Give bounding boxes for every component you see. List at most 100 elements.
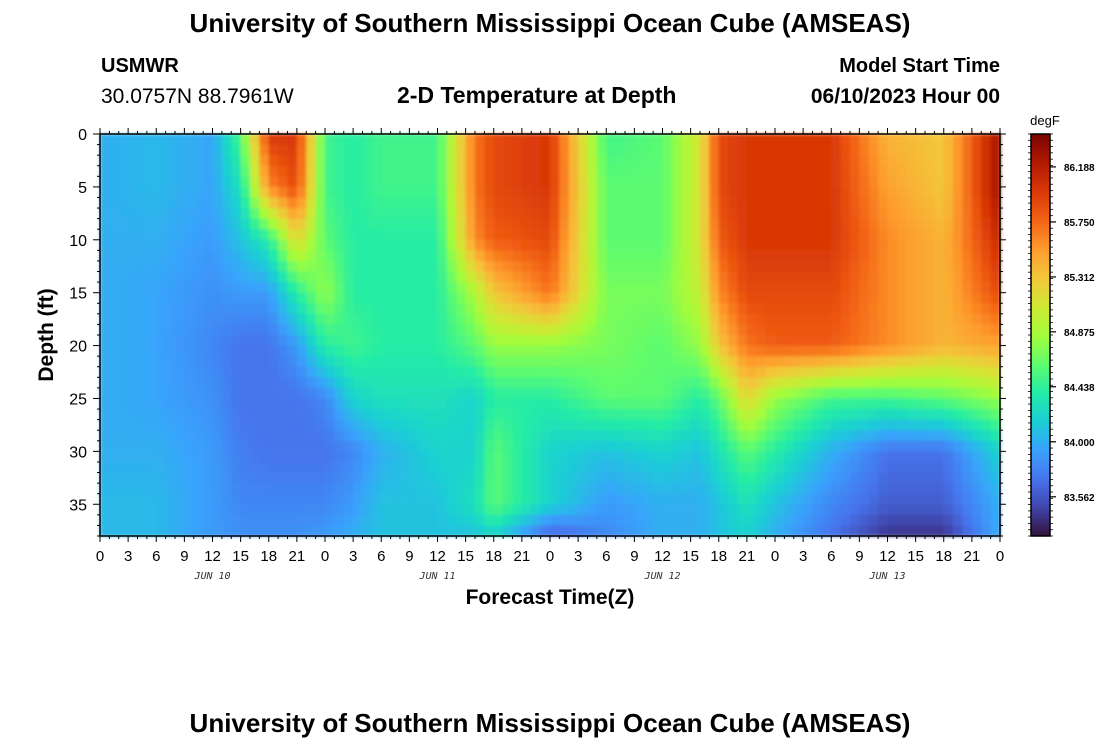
heatmap-cell (850, 345, 860, 357)
heatmap-cell (362, 504, 373, 516)
heatmap-cell (934, 472, 945, 484)
colorbar-tick-label: 85.750 (1064, 218, 1095, 229)
heatmap-cell (709, 451, 720, 463)
heatmap-cell (868, 430, 879, 442)
heatmap-cell (296, 155, 307, 167)
heatmap-cell (203, 504, 214, 516)
heatmap-cell (446, 419, 457, 431)
heatmap-cell (381, 313, 392, 326)
heatmap-cell (484, 313, 495, 326)
heatmap-cell (671, 461, 682, 474)
heatmap-cell (850, 208, 860, 220)
repeated-page-title: University of Southern Mississippi Ocean… (189, 708, 911, 738)
heatmap-cell (568, 155, 579, 167)
heatmap-cell (531, 186, 542, 199)
heatmap-cell (493, 525, 504, 537)
heatmap-cell (446, 186, 457, 199)
heatmap-cell (878, 155, 889, 167)
heatmap-cell (746, 493, 757, 505)
heatmap-cell (615, 514, 626, 527)
heatmap-cell (418, 271, 429, 283)
heatmap-cell (775, 409, 785, 421)
heatmap-cell (596, 134, 607, 146)
heatmap-cell (315, 356, 326, 368)
heatmap-cell (137, 514, 148, 527)
heatmap-cell (268, 345, 279, 357)
heatmap-cell (184, 165, 195, 177)
heatmap-cell (925, 239, 935, 251)
heatmap-cell (184, 409, 195, 421)
heatmap-cell (203, 345, 214, 357)
heatmap-cell (287, 377, 298, 389)
heatmap-cell (437, 514, 448, 527)
heatmap-cell (728, 303, 739, 315)
heatmap-cell (175, 483, 185, 495)
heatmap-cell (662, 292, 673, 304)
heatmap-cell (606, 313, 617, 326)
heatmap-cell (418, 208, 429, 220)
heatmap-cell (943, 292, 954, 304)
heatmap-cell (850, 398, 860, 410)
heatmap-cell (625, 292, 635, 304)
heatmap-cell (550, 493, 560, 505)
heatmap-cell (746, 483, 757, 495)
heatmap-cell (559, 208, 570, 220)
heatmap-cell (840, 239, 851, 251)
heatmap-cell (925, 440, 935, 452)
heatmap-cell (821, 155, 832, 167)
heatmap-cell (278, 165, 289, 177)
heatmap-cell (878, 356, 889, 368)
heatmap-cell (559, 387, 570, 400)
x-tick-label: 0 (771, 548, 779, 565)
heatmap-cell (221, 345, 232, 357)
heatmap-cell (700, 260, 710, 273)
heatmap-cell (334, 271, 345, 283)
heatmap-cell (446, 525, 457, 537)
heatmap-cell (821, 260, 832, 273)
heatmap-cell (446, 451, 457, 463)
heatmap-cell (981, 440, 992, 452)
heatmap-cell (971, 472, 982, 484)
heatmap-cell (278, 313, 289, 326)
heatmap-cell (259, 409, 270, 421)
heatmap-cell (868, 366, 879, 378)
heatmap-cell (184, 356, 195, 368)
heatmap-cell (840, 292, 851, 304)
heatmap-cell (184, 134, 195, 146)
heatmap-cell (878, 186, 889, 199)
heatmap-cell (681, 292, 692, 304)
heatmap-cell (587, 398, 598, 410)
heatmap-cell (128, 472, 139, 484)
heatmap-cell (175, 239, 185, 251)
heatmap-cell (484, 335, 495, 347)
heatmap-cell (493, 313, 504, 326)
heatmap-cell (971, 155, 982, 167)
heatmap-cell (746, 292, 757, 304)
heatmap-cell (212, 313, 223, 326)
heatmap-cell (334, 514, 345, 527)
heatmap-cell (793, 514, 804, 527)
heatmap-cell (728, 483, 739, 495)
heatmap-cell (709, 461, 720, 474)
heatmap-cell (625, 229, 635, 241)
heatmap-cell (971, 483, 982, 495)
heatmap-cell (728, 387, 739, 400)
heatmap-cell (831, 335, 842, 347)
heatmap-cell (381, 440, 392, 452)
heatmap-cell (362, 229, 373, 241)
heatmap-cell (381, 176, 392, 188)
heatmap-cell (653, 176, 664, 188)
heatmap-cell (559, 260, 570, 273)
heatmap-cell (315, 493, 326, 505)
heatmap-cell (531, 366, 542, 378)
heatmap-cell (700, 430, 710, 442)
heatmap-cell (821, 430, 832, 442)
heatmap-cell (728, 345, 739, 357)
heatmap-cell (381, 218, 392, 230)
heatmap-cell (268, 144, 279, 156)
heatmap-cell (756, 419, 767, 431)
heatmap-cell (850, 514, 860, 527)
heatmap-cell (353, 197, 364, 209)
heatmap-cell (512, 186, 523, 199)
heatmap-cell (700, 335, 710, 347)
